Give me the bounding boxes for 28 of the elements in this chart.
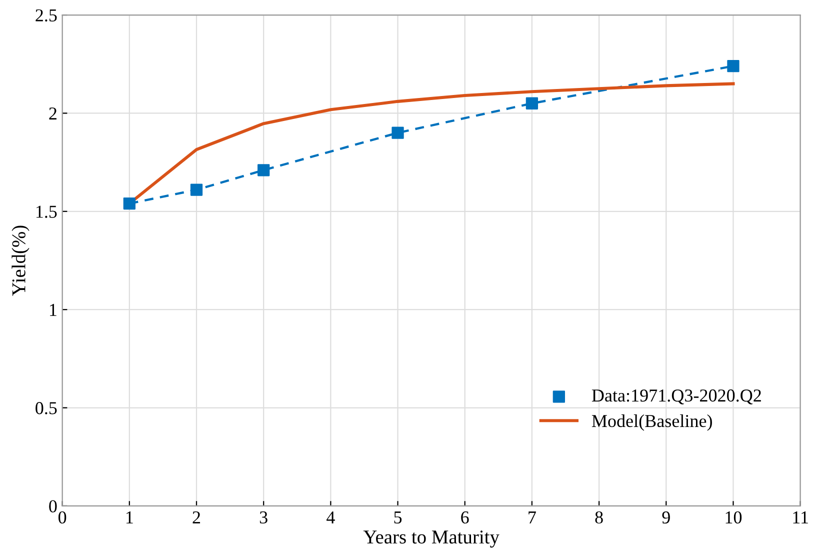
y-tick-label: 2.5 (36, 9, 57, 22)
point (727, 60, 740, 72)
x-tick-label: 11 (793, 511, 808, 524)
legend-label: Model(Baseline) (592, 414, 712, 431)
point (392, 126, 404, 139)
y-tick-label: 0.5 (36, 402, 57, 414)
x-tick-label: 2 (192, 511, 200, 524)
legend-label: Data:1971.Q3-2020.Q2 (592, 389, 761, 404)
y-tick-label: 1 (50, 304, 56, 316)
y-tick-label: 1.5 (36, 206, 57, 218)
x-tick-label: 10 (726, 511, 742, 524)
point (258, 164, 270, 176)
x-tick-label: 3 (260, 511, 268, 524)
x-tick-label: 0 (58, 511, 66, 524)
point (526, 97, 538, 110)
x-tick-label: 9 (662, 511, 670, 524)
x-tick-label: 6 (461, 511, 469, 524)
y-axis-title: Yield(%) (12, 226, 30, 296)
y-tick-label: 0 (49, 500, 57, 512)
point (123, 197, 136, 210)
x-axis-title: Years to Maturity (363, 530, 500, 548)
x-tick-label: 8 (595, 511, 603, 524)
x-tick-label: 5 (394, 512, 402, 524)
y-tick-label: 2 (49, 108, 56, 120)
x-tick-label: 7 (528, 512, 536, 524)
point (190, 184, 203, 196)
x-tick-label: 1 (126, 511, 133, 524)
x-tick-label: 4 (326, 511, 335, 524)
